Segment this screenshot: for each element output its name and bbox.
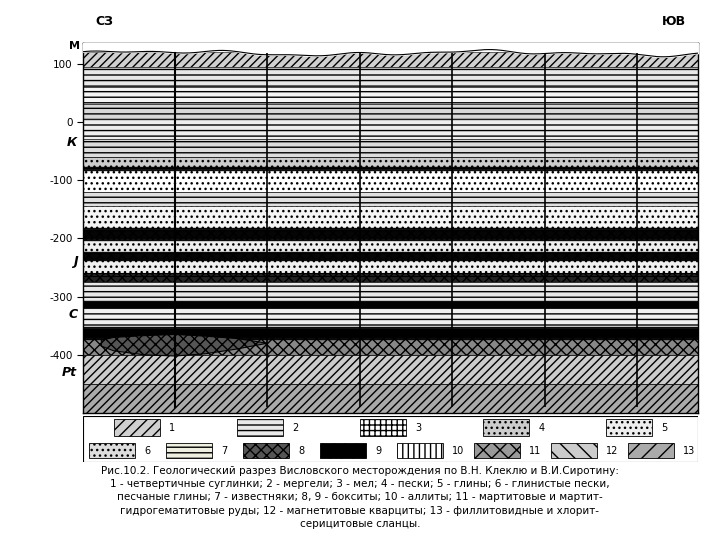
Bar: [606, 419, 652, 436]
Bar: [83, 384, 698, 413]
Bar: [397, 443, 443, 458]
Text: 4: 4: [539, 423, 544, 433]
Text: 1: 1: [169, 423, 175, 433]
Bar: [360, 419, 406, 436]
Bar: [243, 443, 289, 458]
Bar: [83, 52, 698, 66]
Bar: [83, 329, 698, 338]
Bar: [114, 419, 160, 436]
Bar: [166, 443, 212, 458]
Text: СЗ: СЗ: [95, 16, 113, 29]
Bar: [320, 443, 366, 458]
Text: Рис.10.2. Геологический разрез Висловского месторождения по В.Н. Клеклю и В.И.Си: Рис.10.2. Геологический разрез Висловско…: [101, 466, 619, 529]
Bar: [83, 139, 698, 157]
Bar: [483, 419, 529, 436]
Bar: [83, 168, 698, 192]
Text: 9: 9: [375, 446, 382, 456]
Bar: [83, 273, 698, 282]
Bar: [83, 206, 698, 230]
Bar: [83, 238, 698, 253]
Bar: [83, 259, 698, 273]
Text: 13: 13: [683, 446, 696, 456]
Bar: [474, 443, 520, 458]
Text: J: J: [73, 255, 77, 268]
Bar: [83, 192, 698, 206]
Text: ЮВ: ЮВ: [662, 16, 686, 29]
Bar: [83, 308, 698, 329]
Bar: [628, 443, 674, 458]
Text: 7: 7: [221, 446, 228, 456]
Bar: [83, 87, 698, 104]
Bar: [83, 157, 698, 168]
Bar: [83, 253, 698, 259]
Text: 6: 6: [145, 446, 150, 456]
Bar: [83, 282, 698, 302]
Bar: [551, 443, 597, 458]
Bar: [83, 338, 698, 355]
Text: 11: 11: [529, 446, 541, 456]
Text: К: К: [67, 136, 77, 148]
Text: 12: 12: [606, 446, 618, 456]
Bar: [83, 66, 698, 87]
Bar: [83, 230, 698, 238]
Bar: [83, 302, 698, 308]
Bar: [83, 119, 698, 139]
Text: 8: 8: [298, 446, 305, 456]
Text: 10: 10: [452, 446, 464, 456]
Text: C: C: [68, 308, 77, 321]
Polygon shape: [102, 334, 268, 356]
Bar: [237, 419, 283, 436]
Text: 3: 3: [415, 423, 421, 433]
Bar: [83, 104, 698, 119]
Bar: [83, 355, 698, 384]
Text: 5: 5: [662, 423, 667, 433]
Text: М: М: [69, 41, 81, 51]
Text: Pt: Pt: [62, 366, 77, 379]
Bar: [89, 443, 135, 458]
Text: 2: 2: [292, 423, 298, 433]
